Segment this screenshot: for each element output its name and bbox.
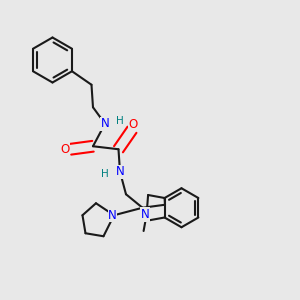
Text: H: H: [116, 116, 123, 126]
Text: H: H: [101, 169, 109, 179]
Text: N: N: [141, 208, 149, 221]
Text: N: N: [100, 117, 109, 130]
Text: N: N: [116, 165, 124, 178]
Text: N: N: [108, 209, 117, 222]
Text: O: O: [129, 118, 138, 131]
Text: O: O: [61, 143, 70, 156]
